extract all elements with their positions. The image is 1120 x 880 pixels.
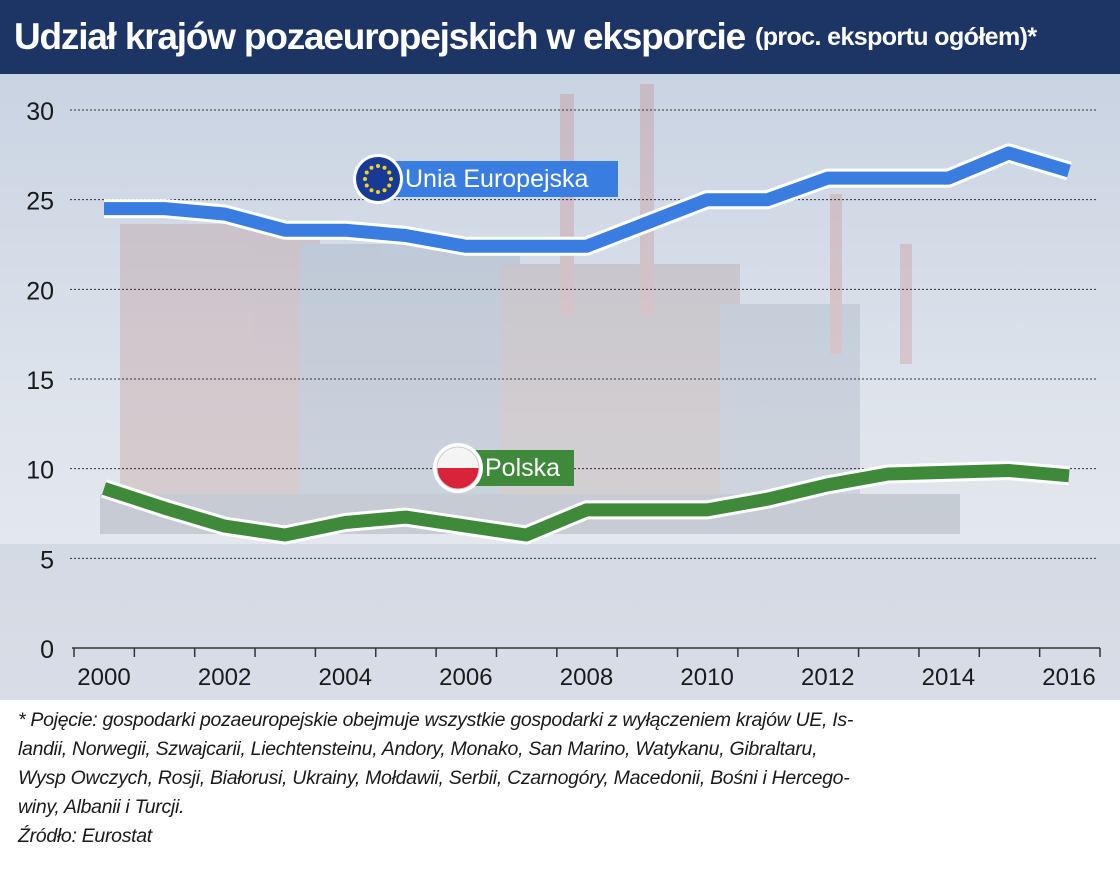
eu-flag-star [387,170,392,175]
y-tick-label: 15 [26,367,54,395]
eu-flag-star [363,177,367,181]
footnote-line: Wysp Owczych, Rosji, Białorusi, Ukrainy,… [18,767,850,789]
poland-flag-rim [436,446,480,490]
y-tick-label: 20 [26,277,54,305]
series-polska [101,461,1070,545]
eu-flag-star [389,177,393,181]
chart-title: Udział krajów pozaeuropejskich w eksporc… [14,16,746,57]
x-tick-label: 2010 [680,664,733,691]
source-note: Źródło: Eurostat [18,825,152,847]
x-tick-label: 2016 [1042,664,1095,691]
y-tick-label: 0 [40,636,54,664]
eu-flag-star [387,183,392,188]
x-tick-label: 2006 [439,664,492,691]
x-tick-label: 2000 [77,664,130,691]
eu-flag-star [382,165,387,170]
series-label-unia-europejska: Unia Europejska [353,154,618,204]
series-labels: Unia Europejska Polska [353,154,618,493]
series-label-polska: Polska [433,443,574,493]
series-line [101,464,1070,542]
line-chart: 0 5 10 15 20 25 30 2000 2002 2004 2006 2008 2010 201… [26,98,1101,691]
poland-flag-white [437,447,479,468]
series-unia-europejska [103,143,1072,256]
footnote-line: landii, Norwegii, Szwajcarii, Liechtenst… [18,738,818,760]
eu-flag-star [376,164,380,168]
y-axis-ticks: 0 5 10 15 20 25 30 [26,98,54,664]
x-axis [72,647,1101,657]
eu-flag-star [369,165,374,170]
footnote-line: winy, Albanii i Turcji. [18,796,185,818]
y-tick-label: 5 [40,546,54,574]
y-tick-label: 10 [26,457,54,485]
x-tick-label: 2002 [198,664,251,691]
poland-flag-icon [433,443,483,493]
y-tick-label: 25 [26,188,54,216]
eu-flag-star [382,188,387,193]
x-tick-label: 2014 [922,664,975,691]
eu-flag-star [364,183,369,188]
poland-flag-red [437,468,479,489]
eu-flag-star [369,188,374,193]
footnote-line: * Pojęcie: gospodarki pozaeuropejskie ob… [18,709,854,731]
chart-header: Udział krajów pozaeuropejskich w eksporc… [0,0,1120,74]
eu-flag-icon [353,154,403,204]
series-label-text: Polska [485,454,560,482]
x-tick-label: 2004 [319,664,372,691]
series-label-box [378,161,618,197]
x-axis-ticks: 2000 2002 2004 2006 2008 2010 2012 2014 2016 [77,664,1095,691]
x-tick-label: 2012 [801,664,854,691]
eu-flag-field [356,157,400,201]
series-label-text: Unia Europejska [405,165,589,193]
y-tick-label: 30 [26,98,54,126]
eu-flag-star [364,170,369,175]
footnote: * Pojęcie: gospodarki pozaeuropejskie ob… [18,706,1110,851]
x-tick-label: 2008 [560,664,613,691]
eu-flag-star [376,190,380,194]
series-lines [101,143,1072,545]
chart-subtitle: (proc. eksportu ogółem)* [754,22,1037,51]
